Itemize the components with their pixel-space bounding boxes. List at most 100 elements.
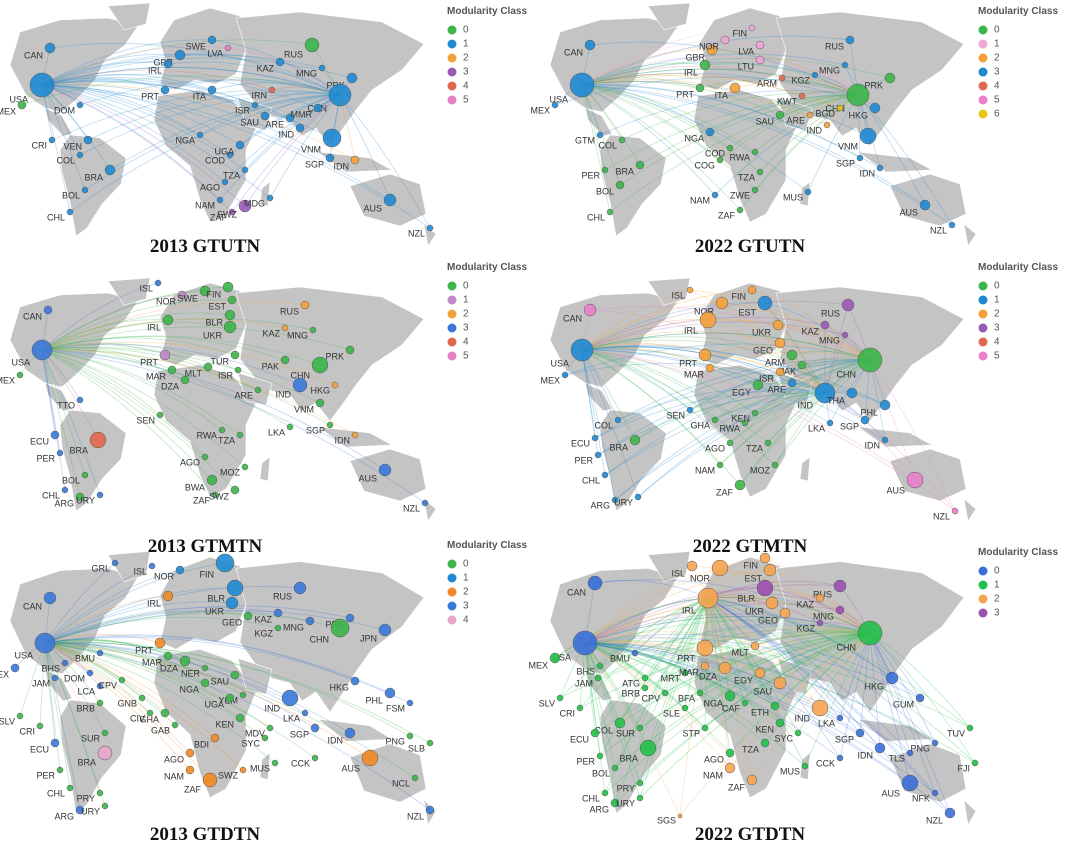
edge (41, 349, 216, 496)
node (75, 492, 85, 502)
edge (729, 359, 871, 444)
node-label: NER (181, 668, 201, 678)
edge (44, 642, 276, 764)
node-label: BRA (619, 753, 638, 763)
node-label: CHL (42, 490, 60, 500)
node (16, 712, 24, 720)
node (185, 765, 195, 775)
edge (581, 349, 639, 498)
edge (589, 306, 871, 361)
node (615, 180, 625, 190)
node (884, 72, 896, 84)
edge (44, 642, 143, 699)
edge (751, 289, 871, 361)
edge (581, 346, 793, 384)
edge (581, 80, 781, 116)
node (76, 101, 84, 109)
node-label: RUS (280, 306, 299, 316)
edge (41, 342, 166, 356)
edge (581, 81, 869, 137)
node (43, 591, 57, 605)
node (261, 734, 269, 742)
node-label: NZL (408, 228, 425, 238)
node (235, 713, 245, 723)
edge (644, 630, 871, 679)
node (350, 676, 360, 686)
node (774, 337, 786, 349)
node-label: RUS (825, 41, 844, 51)
edge (211, 39, 341, 96)
node (711, 191, 719, 199)
edge (44, 642, 81, 811)
edge (584, 603, 841, 644)
node-label: MNG (819, 335, 840, 345)
node (901, 774, 919, 792)
edge (44, 610, 249, 644)
node-label: SLB (408, 743, 425, 753)
edge (41, 349, 213, 481)
node-label: RWA (729, 152, 750, 162)
node-label: BHS (576, 666, 595, 676)
node-label: CAF (722, 703, 741, 713)
legend-label: 4 (994, 337, 1000, 348)
node (313, 103, 323, 113)
node (584, 39, 596, 51)
node-label: UKR (203, 330, 223, 340)
edge (684, 632, 871, 709)
node-label: SGP (840, 421, 859, 431)
node-label: NOR (694, 306, 715, 316)
node-label: SAU (753, 686, 772, 696)
node-label: GNB (117, 698, 137, 708)
edge (734, 81, 859, 96)
node (421, 499, 429, 507)
node-label: ARE (786, 115, 805, 125)
node-label: MAR (146, 371, 167, 381)
node (596, 752, 604, 760)
node-label: ITA (715, 90, 728, 100)
edge (719, 359, 871, 466)
edge (41, 39, 313, 86)
edge (581, 349, 956, 512)
panel-title: 2022 GTUTN (695, 236, 806, 257)
node-label: CCK (816, 758, 835, 768)
edge (729, 632, 871, 697)
node (328, 83, 352, 107)
node (763, 563, 777, 577)
node (66, 784, 74, 792)
node (748, 24, 756, 32)
node-label: MUS (780, 766, 800, 776)
node-label: SWE (185, 41, 206, 51)
node (587, 575, 603, 591)
edge (857, 94, 926, 206)
node-label: NOR (699, 41, 720, 51)
edge (41, 79, 266, 117)
node (426, 739, 434, 747)
edge (581, 72, 876, 109)
node-label: IND (276, 389, 292, 399)
edge (684, 597, 709, 709)
edge (584, 615, 871, 644)
edge (41, 84, 71, 213)
node-label: BMU (610, 653, 630, 663)
edge (639, 597, 709, 799)
node (919, 199, 931, 211)
node-label: MOZ (220, 467, 240, 477)
legend-swatch (447, 351, 457, 361)
node-label: SAU (755, 116, 774, 126)
node (89, 431, 107, 449)
node (210, 733, 220, 743)
edge (639, 632, 871, 729)
node-label: CHN (310, 634, 330, 644)
node-label: AGO (180, 457, 200, 467)
edge (584, 642, 841, 719)
node-label: NCL (392, 778, 410, 788)
node (180, 375, 190, 385)
node-label: MMR (291, 109, 313, 119)
node (111, 559, 119, 567)
edge (584, 640, 761, 674)
edge (707, 319, 871, 361)
node-label: CHL (47, 788, 65, 798)
node-label: ARM (765, 357, 785, 367)
edge (584, 642, 936, 794)
edge (581, 84, 611, 213)
